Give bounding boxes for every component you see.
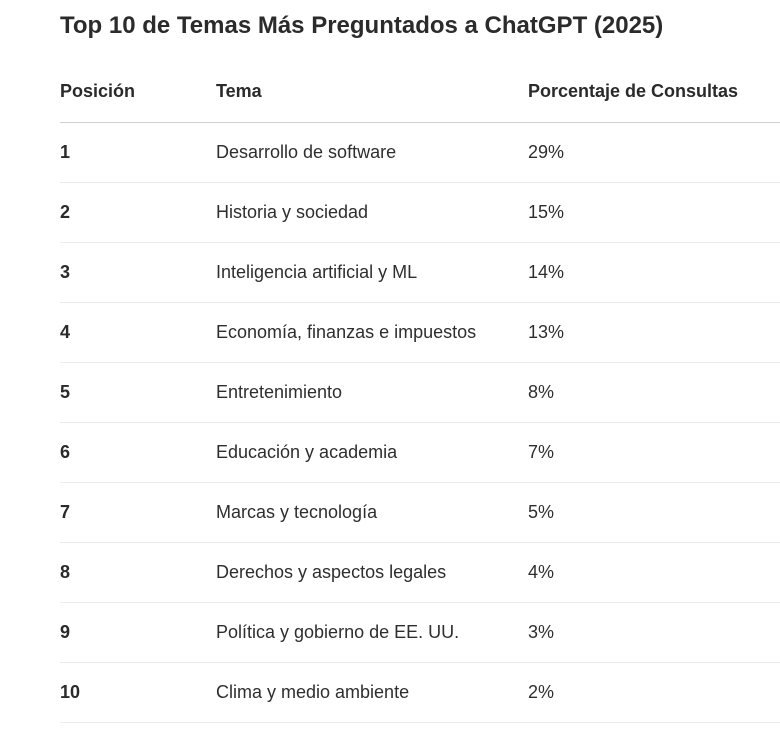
table-row: 2 Historia y sociedad 15%	[60, 182, 780, 243]
cell-percentage: 15%	[528, 182, 780, 243]
cell-percentage: 4%	[528, 542, 780, 603]
topics-table: Posición Tema Porcentaje de Consultas 1 …	[60, 60, 780, 723]
cell-topic: Entretenimiento	[216, 362, 528, 423]
cell-percentage: 14%	[528, 242, 780, 303]
cell-topic: Desarrollo de software	[216, 122, 528, 183]
cell-percentage: 2%	[528, 662, 780, 723]
cell-position: 2	[60, 182, 216, 243]
table-header-row: Posición Tema Porcentaje de Consultas	[60, 60, 780, 123]
topics-table-container: Posición Tema Porcentaje de Consultas 1 …	[60, 60, 780, 723]
cell-topic: Derechos y aspectos legales	[216, 542, 528, 603]
cell-percentage: 29%	[528, 122, 780, 183]
cell-percentage: 8%	[528, 362, 780, 423]
table-row: 3 Inteligencia artificial y ML 14%	[60, 242, 780, 303]
table-row: 6 Educación y academia 7%	[60, 422, 780, 483]
table-row: 4 Economía, finanzas e impuestos 13%	[60, 302, 780, 363]
cell-topic: Marcas y tecnología	[216, 482, 528, 543]
cell-topic: Educación y academia	[216, 422, 528, 483]
cell-position: 10	[60, 662, 216, 723]
cell-topic: Historia y sociedad	[216, 182, 528, 243]
cell-percentage: 13%	[528, 302, 780, 363]
table-row: 10 Clima y medio ambiente 2%	[60, 662, 780, 723]
table-row: 1 Desarrollo de software 29%	[60, 122, 780, 183]
table-row: 9 Política y gobierno de EE. UU. 3%	[60, 602, 780, 663]
cell-position: 5	[60, 362, 216, 423]
cell-topic: Inteligencia artificial y ML	[216, 242, 528, 303]
cell-position: 3	[60, 242, 216, 303]
cell-position: 1	[60, 122, 216, 183]
table-row: 5 Entretenimiento 8%	[60, 362, 780, 423]
cell-topic: Política y gobierno de EE. UU.	[216, 602, 528, 663]
cell-percentage: 5%	[528, 482, 780, 543]
cell-position: 8	[60, 542, 216, 603]
table-body: 1 Desarrollo de software 29% 2 Historia …	[60, 122, 780, 723]
column-header-position: Posición	[60, 60, 216, 123]
cell-position: 4	[60, 302, 216, 363]
cell-position: 9	[60, 602, 216, 663]
cell-position: 7	[60, 482, 216, 543]
column-header-percentage: Porcentaje de Consultas	[528, 60, 780, 123]
cell-position: 6	[60, 422, 216, 483]
cell-percentage: 3%	[528, 602, 780, 663]
page-title: Top 10 de Temas Más Preguntados a ChatGP…	[60, 12, 664, 39]
cell-topic: Clima y medio ambiente	[216, 662, 528, 723]
table-header: Posición Tema Porcentaje de Consultas	[60, 60, 780, 123]
cell-percentage: 7%	[528, 422, 780, 483]
column-header-topic: Tema	[216, 60, 528, 123]
cell-topic: Economía, finanzas e impuestos	[216, 302, 528, 363]
table-row: 8 Derechos y aspectos legales 4%	[60, 542, 780, 603]
table-row: 7 Marcas y tecnología 5%	[60, 482, 780, 543]
